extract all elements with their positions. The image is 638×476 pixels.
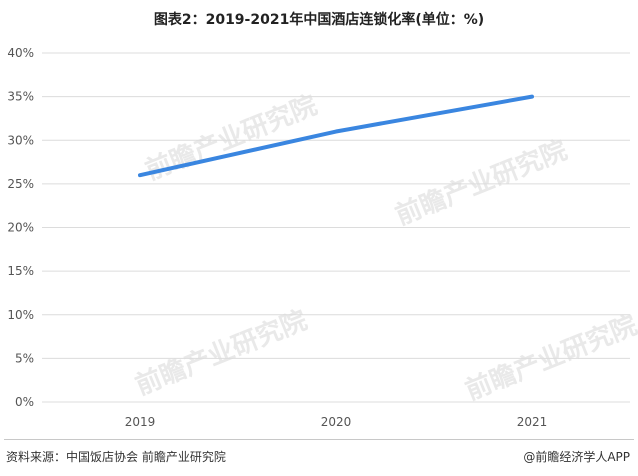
watermark-1: 前瞻产业研究院: [141, 90, 321, 187]
footer-divider: [4, 439, 634, 440]
y-tick-label: 0%: [15, 395, 34, 409]
y-tick-label: 30%: [7, 133, 34, 147]
x-tick-label: 2020: [321, 415, 352, 429]
y-tick-label: 15%: [7, 264, 34, 278]
y-axis-ticks: 0% 5% 10% 15% 20% 25% 30% 35% 40%: [7, 46, 34, 409]
watermark-2: 前瞻产业研究院: [391, 135, 571, 232]
y-tick-label: 35%: [7, 90, 34, 104]
series-lines: [138, 94, 534, 178]
y-tick-label: 25%: [7, 177, 34, 191]
line-chart: 前瞻产业研究院 前瞻产业研究院 前瞻产业研究院 前瞻产业研究院 0% 5% 10% 1…: [7, 46, 638, 429]
chart-title: 图表2：2019-2021年中国酒店连锁化率(单位：%): [153, 12, 485, 28]
brand-label: @前瞻经济学人APP: [523, 450, 630, 464]
y-tick-label: 40%: [7, 46, 34, 60]
x-tick-label: 2021: [517, 415, 548, 429]
data-point: [530, 95, 534, 99]
data-point: [138, 173, 142, 177]
source-note: 资料来源：中国饭店协会 前瞻产业研究院: [6, 450, 226, 464]
x-axis-ticks: 2019 2020 2021: [125, 415, 548, 429]
x-tick-label: 2019: [125, 415, 156, 429]
watermarks: 前瞻产业研究院 前瞻产业研究院 前瞻产业研究院 前瞻产业研究院: [131, 90, 638, 407]
data-point: [334, 130, 338, 134]
y-tick-label: 20%: [7, 221, 34, 235]
watermark-3: 前瞻产业研究院: [131, 305, 311, 402]
y-tick-label: 5%: [15, 351, 34, 365]
y-tick-label: 10%: [7, 308, 34, 322]
